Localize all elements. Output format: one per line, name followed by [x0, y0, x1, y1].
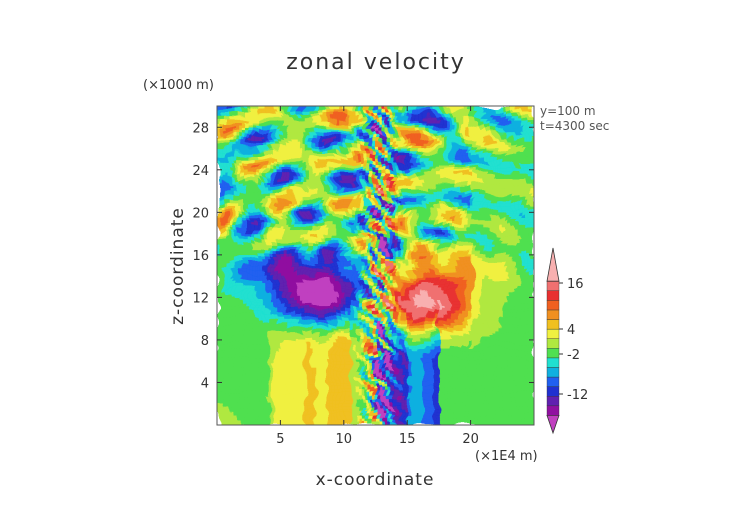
colorbar-swatch	[546, 357, 560, 368]
colorbar-swatch	[546, 338, 560, 349]
x-tick-label: 20	[462, 432, 479, 447]
y-tick-label: 20	[192, 206, 209, 221]
y-tick-label: 4	[201, 376, 209, 391]
y-unit-label: (×1000 m)	[143, 78, 214, 93]
colorbar-swatch	[546, 280, 560, 291]
colorbar-swatch	[546, 376, 560, 387]
colorbar-swatch	[546, 386, 560, 397]
colorbar-swatch	[546, 367, 560, 378]
colorbar-swatch	[546, 396, 560, 407]
x-axis-label: x-coordinate	[315, 470, 435, 490]
colorbar-tick-label: 16	[567, 277, 584, 292]
chart-title: zonal velocity	[286, 50, 466, 75]
colorbar-tick-label: -12	[567, 388, 588, 403]
colorbar-swatch	[546, 290, 560, 301]
colorbar: 16 4 -2 -12	[546, 247, 588, 435]
y-tick-label: 12	[192, 291, 209, 306]
colorbar-swatch	[546, 405, 560, 416]
y-tick-label: 8	[201, 334, 209, 349]
colorbar-tick-label: 4	[567, 323, 575, 338]
colorbar-swatch	[546, 348, 560, 359]
axes: 5 10 15 20 4 8 12 16 20 24 28	[192, 105, 535, 447]
annotation-y: y=100 m	[540, 104, 596, 118]
annotation-t: t=4300 sec	[540, 119, 610, 133]
colorbar-tick-label: -2	[567, 348, 580, 363]
colorbar-min-arrow	[546, 415, 560, 435]
y-tick-label: 24	[192, 164, 209, 179]
x-tick-label: 10	[336, 432, 353, 447]
plot-frame	[216, 105, 535, 426]
x-tick-label: 5	[276, 432, 284, 447]
colorbar-swatch	[546, 300, 560, 311]
y-tick-label: 28	[192, 121, 209, 136]
contour-cells	[217, 106, 534, 425]
velocity-field	[217, 106, 534, 425]
y-tick-label: 16	[192, 249, 209, 264]
x-tick-label: 15	[399, 432, 416, 447]
x-unit-label: (×1E4 m)	[475, 449, 538, 464]
colorbar-swatch	[546, 309, 560, 320]
colorbar-max-arrow	[546, 247, 560, 282]
colorbar-swatch	[546, 319, 560, 330]
colorbar-swatch	[546, 328, 560, 339]
